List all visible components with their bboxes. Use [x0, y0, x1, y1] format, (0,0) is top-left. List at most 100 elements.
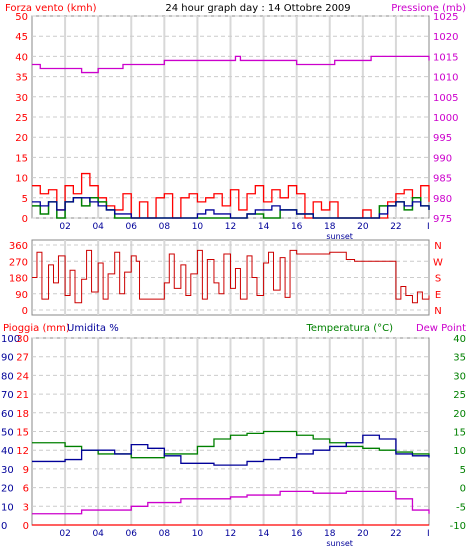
chart2-compass-letter: N — [434, 306, 441, 317]
chart1-x-tick-label: 04 — [92, 222, 104, 232]
chart3-y-rain-tick: 9 — [23, 465, 29, 476]
chart1-ylabel-right: Pressione (mb) — [391, 3, 466, 14]
chart3-y-hum-tick: 10 — [1, 502, 14, 513]
chart1-x-tick-label: 22 — [390, 222, 401, 232]
chart3-x-tick-label: 10 — [192, 529, 204, 539]
chart2-y-tick: 180 — [9, 274, 28, 285]
chart2-y-tick: 0 — [22, 306, 28, 317]
chart3-y-temp-tick: 15 — [453, 428, 466, 439]
chart3-ylabel-left2: Umidita % — [67, 323, 119, 334]
chart3-x-tick-label: 06 — [126, 529, 138, 539]
chart1-y-left-tick: 35 — [15, 73, 28, 84]
chart1-y-right-tick: 990 — [433, 153, 452, 164]
chart3-end-tick: I — [427, 529, 430, 539]
wind-pressure-panel: 02 04 06 08 10 12 14 16 18 20 22051015202530354045… — [15, 12, 458, 241]
chart2-y-tick: 360 — [9, 241, 28, 252]
chart3-x-tick-label: 22 — [390, 529, 401, 539]
chart3-y-temp-tick: 25 — [453, 390, 466, 401]
chart1-x-tick-label: 08 — [159, 222, 171, 232]
chart3-y-hum-tick: 0 — [1, 521, 7, 532]
chart3-y-hum-tick: 20 — [1, 484, 14, 495]
chart3-y-hum-tick: 50 — [1, 428, 14, 439]
chart3-x-tick-label: 02 — [59, 529, 70, 539]
chart3-sunset-label: sunset — [326, 539, 353, 548]
chart3-x-tick-label: 12 — [225, 529, 236, 539]
chart1-x-tick-label: 12 — [225, 222, 236, 232]
chart3-y-rain-tick: 21 — [16, 390, 29, 401]
chart1-end-tick: I — [427, 222, 430, 232]
chart3-y-rain-tick: 18 — [16, 409, 29, 420]
wind-avg-series-line — [32, 197, 430, 219]
chart1-y-left-tick: 20 — [15, 133, 28, 144]
chart1-y-right-tick: 1005 — [433, 93, 458, 104]
chart1-title: 24 hour graph day : 14 Ottobre 2009 — [165, 3, 350, 14]
chart3-ylabel-right2: Dew Point — [416, 323, 466, 334]
temperature-series-line — [32, 430, 430, 459]
dew-point-series-line — [32, 490, 430, 515]
chart1-title-area: Forza vento (kmh) 24 hour graph day : 14… — [5, 3, 466, 14]
chart1-ylabel-left: Forza vento (kmh) — [5, 3, 97, 14]
chart1-sunset-label: sunset — [326, 232, 353, 241]
chart3-y-rain-tick: 12 — [16, 446, 29, 457]
chart3-y-rain-tick: 0 — [23, 521, 29, 532]
chart1-x-tick-label: 14 — [258, 222, 270, 232]
chart3-y-hum-tick: 80 — [1, 371, 14, 382]
chart1-y-left-tick: 0 — [22, 214, 28, 225]
chart3-x-tick-label: 16 — [291, 529, 303, 539]
chart1-x-tick-label: 10 — [192, 222, 204, 232]
chart1-y-left-tick: 45 — [15, 32, 28, 43]
chart3-y-rain-tick: 6 — [23, 484, 29, 495]
direction-series-line — [32, 249, 430, 304]
chart3-y-temp-tick: 20 — [453, 409, 466, 420]
chart3-x-tick-label: 08 — [159, 529, 171, 539]
chart1-y-left-tick: 40 — [15, 52, 28, 63]
chart1-y-left-tick: 10 — [15, 174, 28, 185]
chart3-y-temp-tick: 10 — [453, 446, 466, 457]
chart1-y-right-tick: 1025 — [433, 12, 458, 23]
chart1-y-right-tick: 985 — [433, 174, 452, 185]
chart1-x-tick-label: 16 — [291, 222, 303, 232]
chart3-header: Pioggia (mm) Umidita % Temperatura (°C) … — [3, 323, 466, 334]
chart3-y-hum-tick: 70 — [1, 390, 14, 401]
chart1-y-right-tick: 995 — [433, 133, 452, 144]
humidity-series-line — [32, 434, 430, 466]
chart1-y-right-tick: 1010 — [433, 73, 458, 84]
chart1-y-right-tick: 980 — [433, 194, 452, 205]
chart1-y-right-tick: 975 — [433, 214, 452, 225]
chart3-y-hum-tick: 30 — [1, 465, 14, 476]
chart1-x-tick-label: 20 — [357, 222, 369, 232]
chart3-y-temp-tick: 35 — [453, 353, 466, 364]
chart3-y-rain-tick: 30 — [16, 334, 29, 345]
chart3-y-rain-tick: 27 — [16, 353, 29, 364]
chart1-y-left-tick: 15 — [15, 153, 28, 164]
chart3-y-temp-tick: 5 — [460, 465, 466, 476]
chart1-y-right-tick: 1015 — [433, 52, 458, 63]
chart1-x-tick-label: 18 — [324, 222, 336, 232]
chart3-y-temp-tick: 0 — [460, 484, 466, 495]
chart2-compass-letter: W — [433, 257, 443, 268]
chart3-ylabel-right: Temperatura (°C) — [305, 323, 393, 334]
chart1-y-left-tick: 30 — [15, 93, 28, 104]
chart3-x-tick-label: 14 — [258, 529, 270, 539]
chart3-x-tick-label: 20 — [357, 529, 369, 539]
chart3-y-hum-tick: 90 — [1, 353, 14, 364]
chart2-y-tick: 270 — [9, 257, 28, 268]
chart1-y-left-tick: 25 — [15, 113, 28, 124]
chart3-y-temp-tick: -5 — [456, 502, 466, 513]
chart3-x-tick-label: 18 — [324, 529, 336, 539]
chart2-y-tick: 90 — [15, 290, 28, 301]
chart3-y-rain-tick: 24 — [16, 371, 29, 382]
chart3-x-tick-label: 04 — [92, 529, 104, 539]
chart3-y-rain-tick: 3 — [23, 502, 29, 513]
chart1-y-left-tick: 50 — [15, 12, 28, 23]
chart3-y-hum-tick: 60 — [1, 409, 14, 420]
chart1-y-right-tick: 1020 — [433, 32, 458, 43]
chart3-y-rain-tick: 15 — [16, 428, 29, 439]
chart1-x-tick-label: 02 — [59, 222, 70, 232]
chart1-x-tick-label: 06 — [126, 222, 138, 232]
chart3-y-temp-tick: 40 — [453, 334, 466, 345]
chart3-y-hum-tick: 40 — [1, 446, 14, 457]
chart3-ylabel-left: Pioggia (mm) — [3, 323, 70, 334]
